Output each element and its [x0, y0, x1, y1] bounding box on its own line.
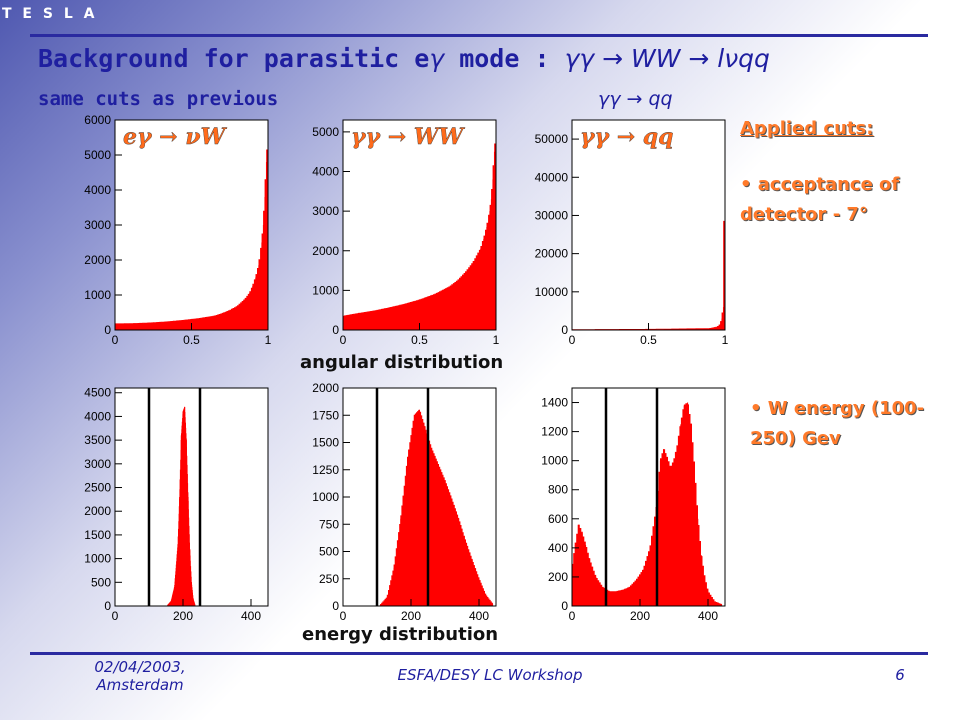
- x-tick-label: 400: [469, 609, 489, 623]
- plot-title: eγ → νW: [123, 124, 228, 150]
- y-tick-label: 600: [548, 512, 568, 526]
- y-tick-label: 1500: [312, 436, 339, 450]
- x-tick-label: 0.5: [640, 333, 657, 347]
- footer-page-number: 6: [895, 666, 905, 684]
- x-tick-label: 1: [722, 333, 729, 347]
- x-tick-label: 0.5: [183, 333, 200, 347]
- y-tick-label: 1500: [84, 528, 111, 542]
- title-mode: mode :: [444, 44, 565, 73]
- y-tick-label: 0: [332, 599, 339, 613]
- y-tick-label: 4000: [84, 409, 111, 423]
- y-tick-label: 2000: [312, 244, 339, 258]
- plot-frame: [571, 387, 726, 607]
- energy-caption: energy distribution: [302, 624, 499, 645]
- bottom-rule: [30, 652, 928, 655]
- y-tick-label: 30000: [535, 208, 569, 222]
- y-tick-label: 6000: [84, 113, 111, 127]
- subtitle-process: γγ → qq: [598, 88, 673, 110]
- top-rule: [30, 34, 928, 37]
- angular-caption: angular distribution: [300, 352, 504, 373]
- y-tick-label: 500: [91, 575, 111, 589]
- y-tick-label: 750: [319, 517, 339, 531]
- y-tick-label: 4500: [84, 386, 111, 400]
- histogram-fill: [380, 409, 493, 607]
- title-process: γγ → WW → lνqq: [564, 44, 770, 73]
- plot-frame-bg: [115, 388, 268, 606]
- y-tick-label: 4000: [312, 165, 339, 179]
- y-tick-label: 1250: [312, 463, 339, 477]
- applied-cuts-title: Applied cuts:: [740, 118, 874, 139]
- y-tick-label: 1200: [541, 425, 568, 439]
- y-tick-label: 1000: [312, 283, 339, 297]
- y-tick-label: 40000: [535, 170, 569, 184]
- title-main: Background for parasitic e: [38, 44, 430, 73]
- acceptance-cut: • acceptance of detector - 7°: [740, 174, 900, 225]
- y-tick-label: 5000: [84, 148, 111, 162]
- y-tick-label: 1400: [541, 396, 568, 410]
- brand-label: T E S L A: [2, 6, 98, 22]
- x-tick-label: 0: [340, 609, 347, 623]
- x-tick-label: 1: [493, 333, 500, 347]
- x-tick-label: 400: [241, 609, 261, 623]
- title-gamma: γ: [429, 44, 445, 73]
- x-tick-label: 200: [401, 609, 421, 623]
- footer-place-line: Amsterdam: [96, 676, 184, 694]
- y-tick-label: 3000: [312, 204, 339, 218]
- y-tick-label: 800: [548, 483, 568, 497]
- plot-title: γγ → WW: [351, 124, 466, 150]
- y-tick-label: 50000: [535, 132, 569, 146]
- y-tick-label: 2500: [84, 481, 111, 495]
- x-tick-label: 0: [112, 609, 119, 623]
- y-tick-label: 3000: [84, 218, 111, 232]
- y-tick-label: 400: [548, 541, 568, 555]
- y-tick-label: 1000: [312, 490, 339, 504]
- x-tick-label: 0: [112, 333, 119, 347]
- x-tick-label: 0: [340, 333, 347, 347]
- plot-frame-bg: [115, 120, 268, 330]
- w-energy-cut: • W energy (100-250) Gev: [750, 398, 925, 449]
- y-tick-label: 0: [561, 323, 568, 337]
- plot-frame-bg: [572, 120, 725, 330]
- x-tick-label: 0: [569, 609, 576, 623]
- y-tick-label: 250: [319, 572, 339, 586]
- y-tick-label: 1000: [84, 552, 111, 566]
- y-tick-label: 2000: [312, 381, 339, 395]
- slide-title: Background for parasitic eγ mode : γγ → …: [38, 44, 770, 73]
- y-tick-label: 2000: [84, 504, 111, 518]
- x-tick-label: 200: [173, 609, 193, 623]
- x-tick-label: 0.5: [411, 333, 428, 347]
- x-tick-label: 1: [265, 333, 272, 347]
- x-tick-label: 200: [630, 609, 650, 623]
- y-tick-label: 4000: [84, 183, 111, 197]
- y-tick-label: 2000: [84, 253, 111, 267]
- y-tick-label: 0: [561, 599, 568, 613]
- slide-subtitle: same cuts as previous: [38, 88, 279, 110]
- y-tick-label: 3000: [84, 457, 111, 471]
- y-tick-label: 5000: [312, 125, 339, 139]
- x-tick-label: 0: [569, 333, 576, 347]
- y-tick-label: 0: [332, 323, 339, 337]
- footer-workshop: ESFA/DESY LC Workshop: [397, 666, 583, 684]
- y-tick-label: 1000: [541, 454, 568, 468]
- footer-date: 02/04/2003, Amsterdam: [40, 658, 240, 694]
- plot-title: γγ → qq: [580, 124, 674, 150]
- y-tick-label: 1000: [84, 288, 111, 302]
- y-tick-label: 0: [104, 323, 111, 337]
- footer-date-line: 02/04/2003,: [94, 658, 186, 676]
- y-tick-label: 0: [104, 599, 111, 613]
- x-tick-label: 400: [698, 609, 718, 623]
- y-tick-label: 1750: [312, 408, 339, 422]
- histogram-fill: [571, 220, 726, 331]
- y-tick-label: 200: [548, 570, 568, 584]
- plot-frame: [114, 387, 269, 607]
- y-tick-label: 3500: [84, 433, 111, 447]
- y-tick-label: 500: [319, 545, 339, 559]
- y-tick-label: 10000: [535, 285, 569, 299]
- y-tick-label: 20000: [535, 247, 569, 261]
